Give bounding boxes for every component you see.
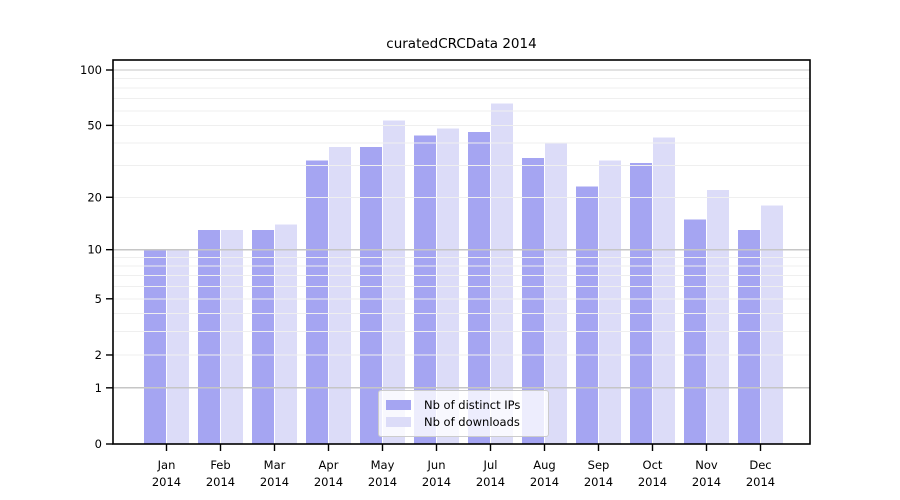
x-tick-label-month: Jan xyxy=(157,458,176,472)
legend-item-downloads: Nb of downloads xyxy=(386,413,540,430)
x-tick-label-month: Apr xyxy=(319,458,339,472)
x-tick-label-year: 2014 xyxy=(638,475,667,489)
bar-downloads-jan xyxy=(167,249,189,444)
bar-ips-oct xyxy=(630,163,652,444)
bar-downloads-dec xyxy=(761,205,783,444)
x-tick-label-year: 2014 xyxy=(530,475,559,489)
bar-ips-dec xyxy=(738,230,760,444)
x-tick-label-year: 2014 xyxy=(692,475,721,489)
y-tick-label: 1 xyxy=(95,381,102,395)
y-tick-label: 20 xyxy=(87,190,102,204)
legend: Nb of distinct IPs Nb of downloads xyxy=(378,390,549,437)
x-tick-label-month: Dec xyxy=(749,458,771,472)
y-tick-label: 10 xyxy=(87,243,102,257)
bar-downloads-mar xyxy=(275,224,297,444)
x-tick-label-month: Jun xyxy=(427,458,446,472)
plot-border xyxy=(112,59,811,445)
x-tick-label-year: 2014 xyxy=(206,475,235,489)
bar-downloads-apr xyxy=(329,147,351,444)
y-tick-label: 100 xyxy=(80,63,102,77)
legend-label-distinct-ips: Nb of distinct IPs xyxy=(424,397,521,412)
bar-ips-jan xyxy=(144,249,166,444)
bar-ips-jul xyxy=(468,131,490,444)
legend-swatch-downloads-icon xyxy=(386,416,411,427)
x-tick-label-year: 2014 xyxy=(314,475,343,489)
legend-label-downloads: Nb of downloads xyxy=(424,414,520,429)
x-tick-label-year: 2014 xyxy=(422,475,451,489)
bar-ips-mar xyxy=(252,230,274,444)
x-tick-label-year: 2014 xyxy=(368,475,397,489)
x-tick-label-month: Sep xyxy=(588,458,610,472)
y-tick-label: 2 xyxy=(95,348,102,362)
x-tick-label-year: 2014 xyxy=(152,475,181,489)
bar-ips-jun xyxy=(414,135,436,444)
x-tick-label-year: 2014 xyxy=(476,475,505,489)
x-tick-label-month: Feb xyxy=(210,458,230,472)
x-tick-label-year: 2014 xyxy=(584,475,613,489)
bar-downloads-sep xyxy=(599,160,621,444)
bar-ips-may xyxy=(360,147,382,444)
bar-downloads-aug xyxy=(545,143,567,444)
bar-ips-aug xyxy=(522,158,544,444)
x-tick-label-month: Aug xyxy=(533,458,555,472)
y-tick-label: 5 xyxy=(95,292,102,306)
x-tick-label-month: Jul xyxy=(483,458,498,472)
x-tick-label-month: Nov xyxy=(695,458,718,472)
x-tick-label-month: May xyxy=(371,458,395,472)
y-tick-label: 0 xyxy=(95,437,102,451)
x-tick-label-year: 2014 xyxy=(746,475,775,489)
bar-ips-feb xyxy=(198,230,220,444)
bar-ips-sep xyxy=(576,186,598,444)
x-tick-label-month: Oct xyxy=(643,458,663,472)
bar-downloads-jul xyxy=(491,103,513,444)
bar-downloads-oct xyxy=(653,137,675,444)
chart-title: curatedCRCData 2014 xyxy=(386,36,537,52)
bar-downloads-nov xyxy=(707,189,729,444)
bar-ips-apr xyxy=(306,160,328,444)
x-tick-label-year: 2014 xyxy=(260,475,289,489)
legend-item-distinct-ips: Nb of distinct IPs xyxy=(386,396,540,413)
x-tick-label-month: Mar xyxy=(264,458,286,472)
bar-downloads-may xyxy=(383,120,405,444)
y-tick-label: 50 xyxy=(87,118,102,132)
legend-swatch-distinct-ips-icon xyxy=(386,399,411,410)
bar-downloads-feb xyxy=(221,230,243,444)
